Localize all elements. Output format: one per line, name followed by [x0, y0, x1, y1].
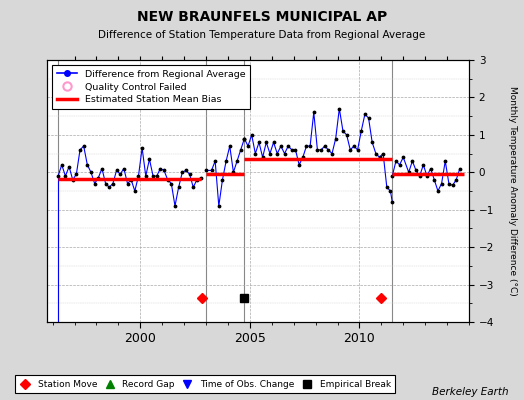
Text: NEW BRAUNFELS MUNICIPAL AP: NEW BRAUNFELS MUNICIPAL AP	[137, 10, 387, 24]
Legend: Station Move, Record Gap, Time of Obs. Change, Empirical Break: Station Move, Record Gap, Time of Obs. C…	[15, 376, 396, 394]
Text: Difference of Station Temperature Data from Regional Average: Difference of Station Temperature Data f…	[99, 30, 425, 40]
Legend: Difference from Regional Average, Quality Control Failed, Estimated Station Mean: Difference from Regional Average, Qualit…	[52, 65, 250, 109]
Text: Berkeley Earth: Berkeley Earth	[432, 387, 508, 397]
Y-axis label: Monthly Temperature Anomaly Difference (°C): Monthly Temperature Anomaly Difference (…	[508, 86, 517, 296]
